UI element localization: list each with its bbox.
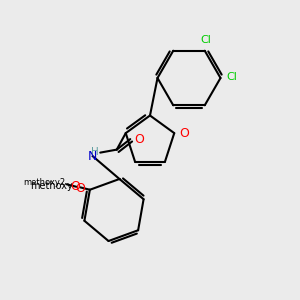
Text: O: O	[70, 180, 80, 193]
Text: O: O	[179, 127, 189, 140]
Text: methoxy: methoxy	[31, 181, 74, 191]
Text: H: H	[91, 147, 99, 157]
Text: O: O	[76, 182, 85, 195]
Text: N: N	[88, 150, 98, 163]
Text: O: O	[134, 133, 144, 146]
Text: methoxy2: methoxy2	[23, 178, 65, 188]
Text: Cl: Cl	[226, 71, 237, 82]
Text: Cl: Cl	[201, 35, 212, 45]
